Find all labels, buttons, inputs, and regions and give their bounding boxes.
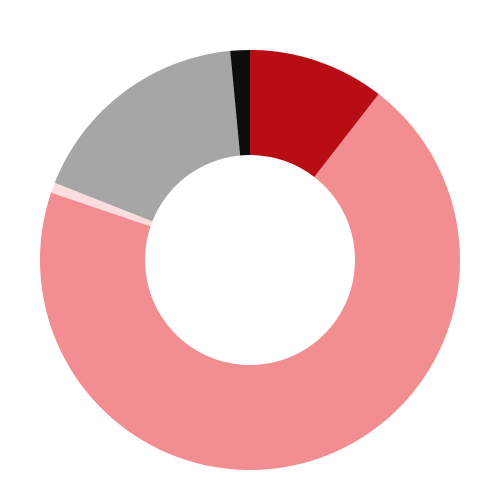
donut-slice-2 [39,94,461,470]
donut-slices [39,50,461,470]
donut-slice-5 [230,50,250,156]
donut-slice-1 [250,50,379,178]
donut-slice-4 [54,50,241,222]
donut-slice-3 [51,182,153,227]
